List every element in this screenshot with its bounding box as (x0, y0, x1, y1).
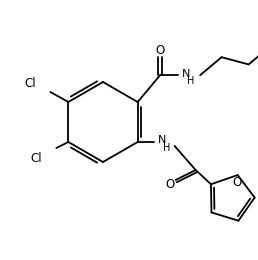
Text: O: O (156, 44, 165, 57)
Text: O: O (232, 176, 241, 188)
Text: N: N (157, 135, 166, 145)
Text: N: N (182, 69, 190, 79)
Text: H: H (163, 143, 170, 153)
Text: H: H (188, 76, 195, 86)
Text: Cl: Cl (31, 152, 42, 165)
Text: Cl: Cl (25, 76, 36, 89)
Text: O: O (165, 178, 174, 191)
